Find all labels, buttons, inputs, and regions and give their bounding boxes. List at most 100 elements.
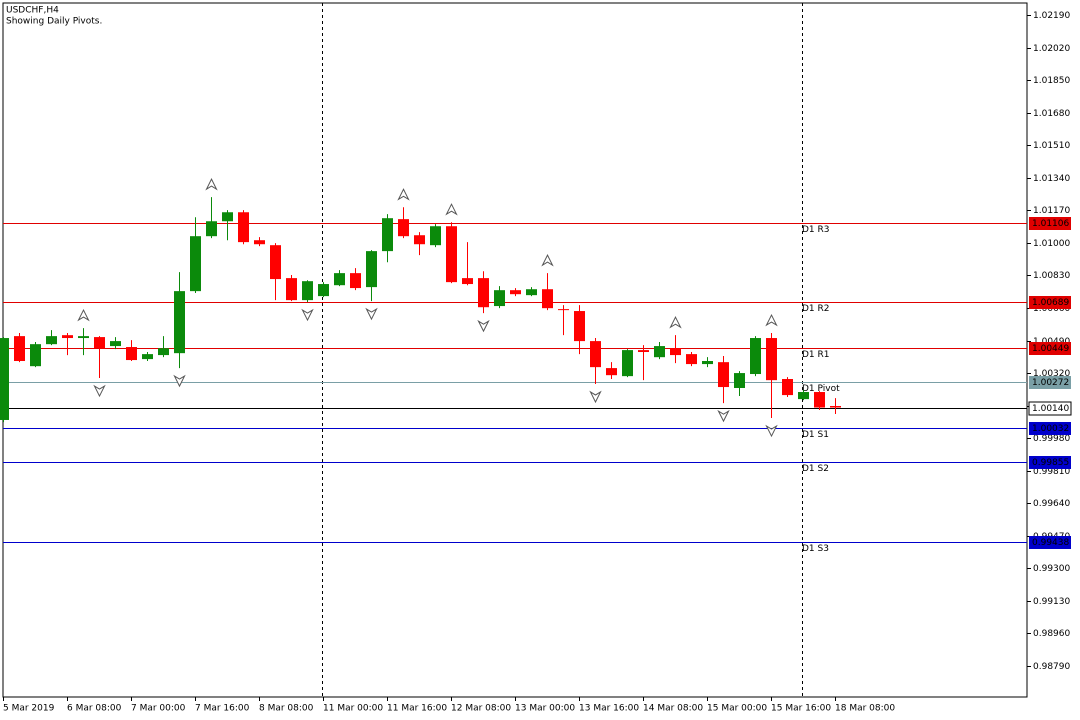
- candle-body: [702, 361, 713, 365]
- candle-body: [446, 226, 457, 283]
- x-tick-label: 6 Mar 08:00: [67, 704, 122, 714]
- candle-body: [62, 335, 73, 339]
- price-tag: [1029, 376, 1071, 389]
- candle-body: [638, 350, 649, 353]
- candle-body: [686, 354, 697, 365]
- candle-body: [430, 226, 441, 246]
- y-tick-label: 0.99980: [1033, 434, 1070, 444]
- candle-body: [94, 337, 105, 349]
- price-tag: [1028, 401, 1072, 416]
- candle-body: [0, 338, 9, 420]
- candle-body: [206, 221, 217, 237]
- candle-body: [766, 338, 777, 381]
- x-tick-label: 5 Mar 2019: [3, 704, 55, 714]
- price-tag: [1029, 422, 1071, 435]
- y-tick-label: 0.99810: [1033, 467, 1070, 477]
- candle-body: [158, 348, 169, 356]
- candle-body: [302, 281, 313, 301]
- x-tick-label: 13 Mar 00:00: [515, 704, 575, 714]
- fractal-up: [765, 313, 778, 327]
- pivot-label: D1 R2: [802, 304, 830, 314]
- y-tick-label: 0.99300: [1033, 564, 1070, 574]
- x-tick-label: 7 Mar 16:00: [195, 704, 250, 714]
- y-tick-label: 0.98790: [1033, 662, 1070, 672]
- candle-body: [494, 290, 505, 307]
- candle-body: [398, 219, 409, 237]
- candle-body: [174, 291, 185, 354]
- x-tick-label: 7 Mar 00:00: [131, 704, 186, 714]
- y-tick-label: 1.00320: [1033, 369, 1070, 379]
- y-tick-label: 1.01000: [1033, 239, 1070, 249]
- fractal-down: [765, 424, 778, 438]
- candle-body: [334, 273, 345, 286]
- price-tag-label: 1.01106: [1032, 219, 1069, 229]
- fractal-up: [77, 308, 90, 322]
- candle-body: [318, 284, 329, 297]
- indicator-note: Showing Daily Pivots.: [6, 17, 102, 27]
- fractal-down: [173, 374, 186, 388]
- y-tick-label: 1.00830: [1033, 271, 1070, 281]
- candle-body: [414, 235, 425, 245]
- candle-body: [750, 338, 761, 375]
- price-tag-label: 1.00449: [1032, 344, 1069, 354]
- candle-body: [654, 346, 665, 358]
- fractal-up: [397, 188, 410, 201]
- x-tick-label: 13 Mar 16:00: [579, 704, 639, 714]
- candle-body: [46, 336, 57, 345]
- candle-body: [254, 240, 265, 245]
- y-tick-label: 1.01340: [1033, 174, 1070, 184]
- fractal-down: [589, 390, 602, 404]
- candle-body: [350, 273, 361, 289]
- price-tag-label: 1.00032: [1032, 424, 1069, 434]
- candle-body: [526, 289, 537, 296]
- candle-body: [462, 278, 473, 285]
- y-tick-label: 0.99640: [1033, 499, 1070, 509]
- x-tick-label: 11 Mar 16:00: [387, 704, 447, 714]
- fractal-up: [445, 203, 458, 216]
- pivot-label: D1 R1: [802, 350, 830, 360]
- x-tick-label: 18 Mar 08:00: [835, 704, 895, 714]
- candle-body: [78, 336, 89, 339]
- price-tag: [1029, 217, 1071, 230]
- fractal-down: [301, 308, 314, 322]
- candle-body: [190, 236, 201, 292]
- y-tick-label: 1.01680: [1033, 109, 1070, 119]
- y-tick-label: 1.02190: [1033, 11, 1070, 21]
- y-tick-label: 1.02020: [1033, 44, 1070, 54]
- y-tick-label: 0.99130: [1033, 597, 1070, 607]
- candle-body: [14, 336, 25, 362]
- fractal-up: [205, 178, 218, 191]
- candle-body: [270, 245, 281, 280]
- candle-body: [238, 212, 249, 243]
- pivot-label: D1 Pivot: [802, 384, 840, 394]
- fractal-up: [669, 316, 682, 329]
- candle-body: [718, 362, 729, 388]
- candle-body: [382, 218, 393, 252]
- price-tag-label: 0.99855: [1032, 458, 1069, 468]
- price-tag: [1029, 536, 1071, 549]
- candle-body: [142, 354, 153, 360]
- x-tick-label: 11 Mar 00:00: [323, 704, 383, 714]
- pivot-label: D1 S3: [802, 544, 829, 554]
- candle-body: [126, 347, 137, 361]
- candle-body: [542, 289, 553, 309]
- fractal-down: [477, 319, 490, 333]
- candle-body: [558, 309, 569, 311]
- candle-body: [670, 348, 681, 356]
- price-tag: [1029, 342, 1071, 355]
- x-tick-label: 8 Mar 08:00: [259, 704, 314, 714]
- x-tick-label: 12 Mar 08:00: [451, 704, 511, 714]
- price-tag: [1029, 296, 1071, 309]
- candle-body: [606, 368, 617, 376]
- symbol-title: USDCHF,H4: [6, 6, 59, 16]
- candle-body: [622, 350, 633, 377]
- fractal-down: [93, 384, 106, 398]
- price-tag: [1029, 456, 1071, 469]
- candle-body: [110, 341, 121, 347]
- x-tick-label: 15 Mar 16:00: [771, 704, 831, 714]
- fractal-down: [717, 409, 730, 423]
- candle-body: [510, 290, 521, 295]
- y-tick-label: 1.01850: [1033, 76, 1070, 86]
- candle-body: [782, 379, 793, 396]
